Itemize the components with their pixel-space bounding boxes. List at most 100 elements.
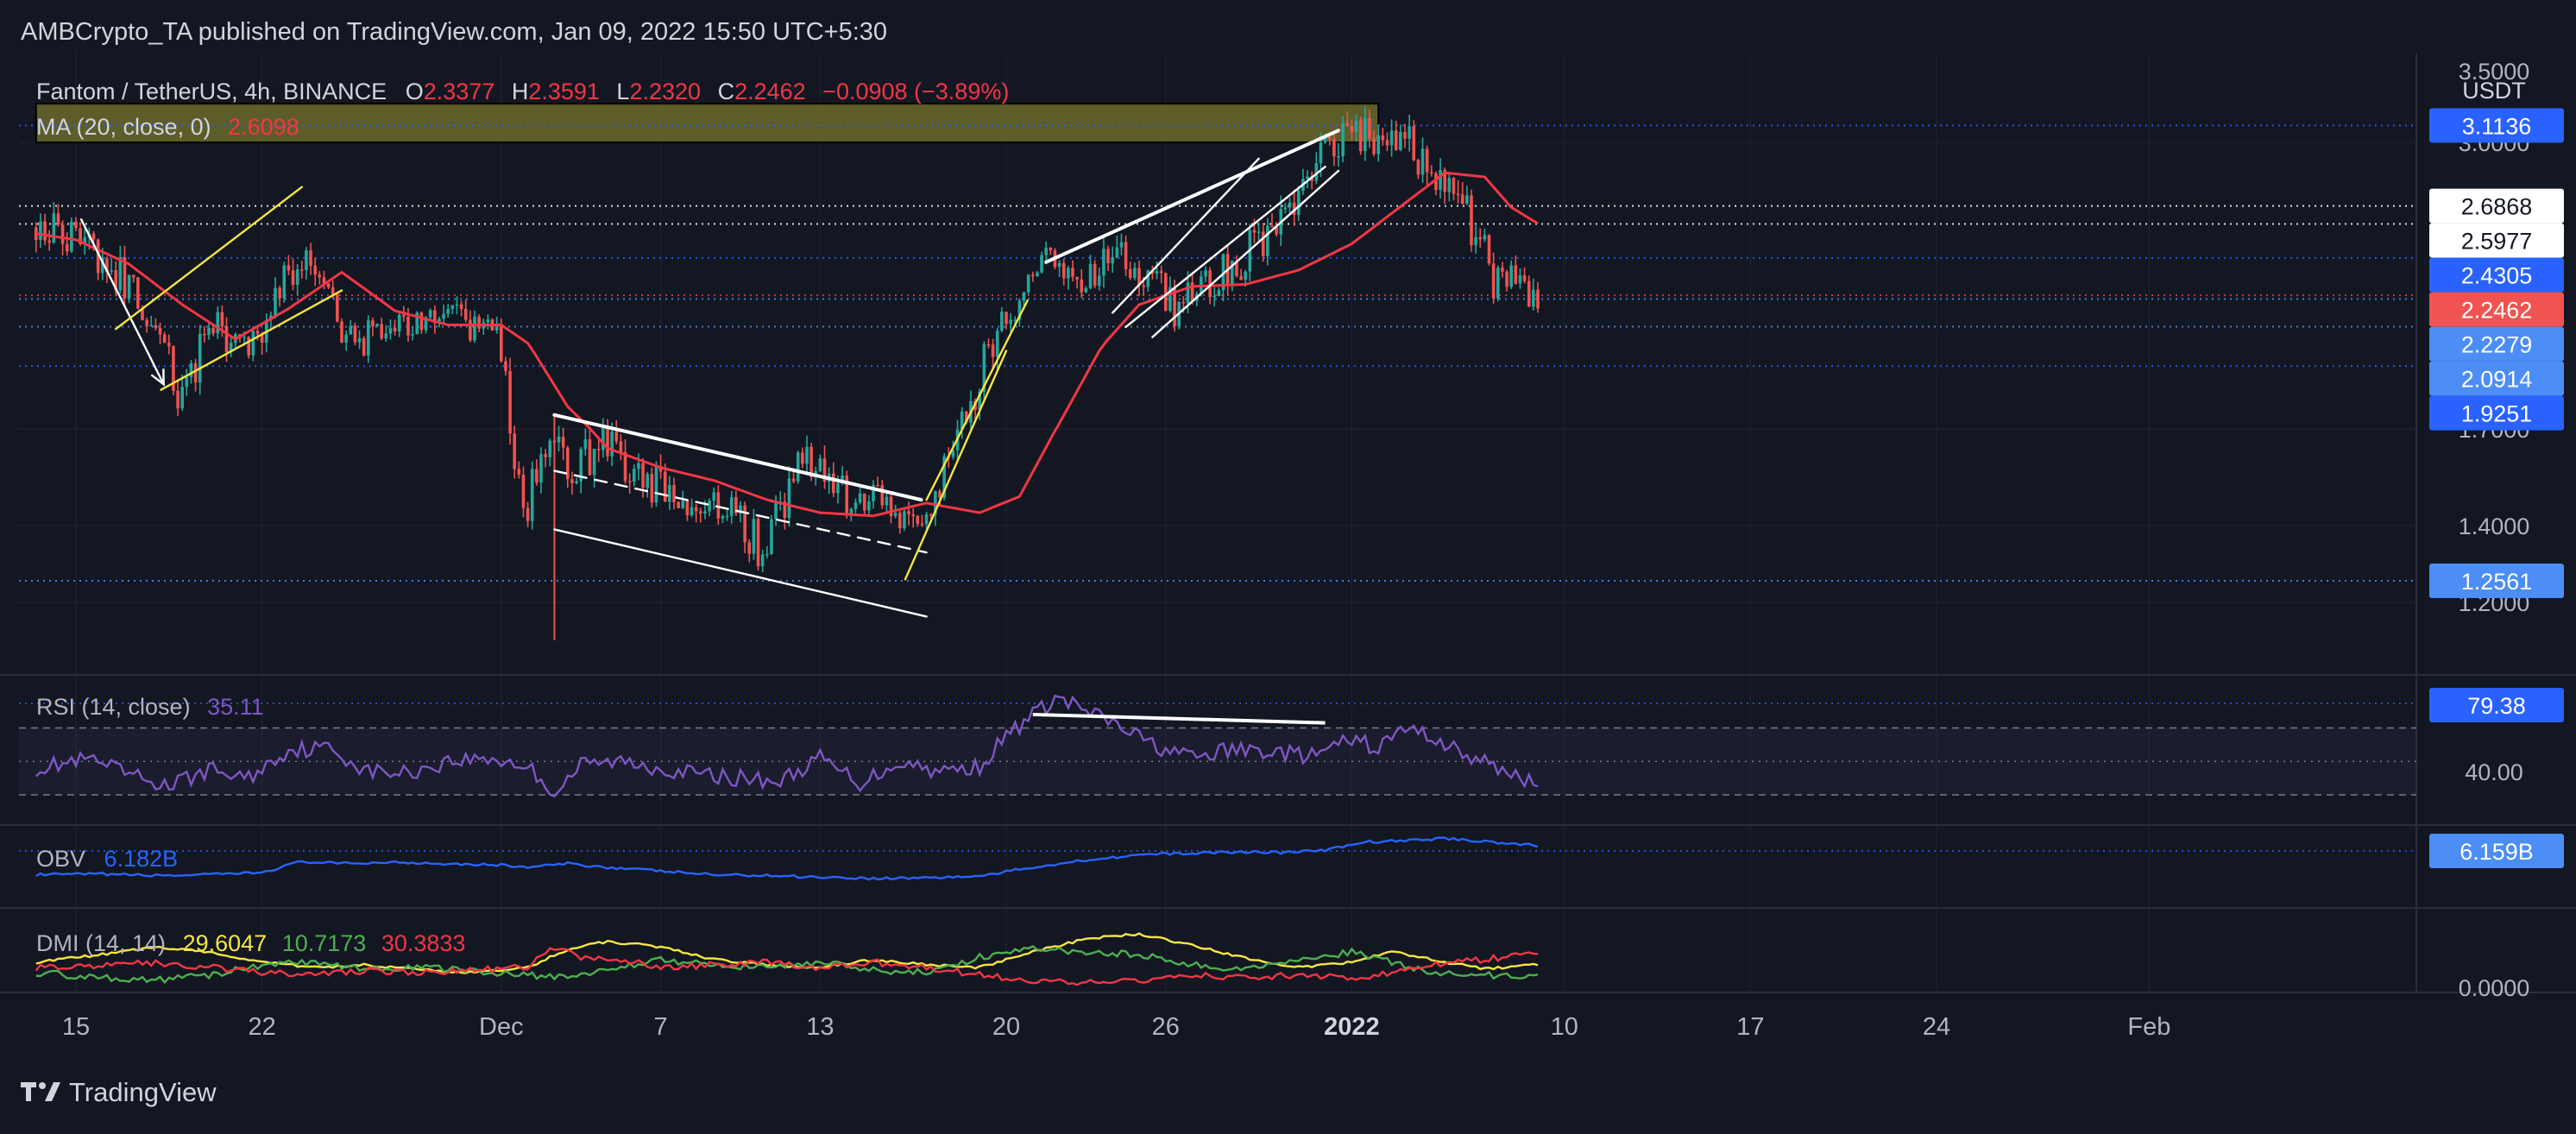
candle-body: [145, 319, 148, 326]
candle-body: [539, 454, 543, 483]
dmi-line-adx: [35, 932, 1539, 974]
candle-body: [1252, 230, 1257, 233]
candle-body: [1323, 137, 1327, 142]
candle-body: [1416, 160, 1420, 175]
candle-body: [938, 491, 942, 498]
price-badge-text-1.9251: 1.9251: [2461, 401, 2533, 427]
candle-body: [725, 515, 729, 518]
candle-body: [1235, 261, 1238, 276]
candle-body: [255, 331, 260, 334]
candle-body: [162, 334, 167, 343]
candle-body: [158, 328, 162, 335]
candle-body: [872, 484, 875, 501]
rsi-line: [35, 694, 1539, 798]
ohlc-low-label: L: [616, 79, 629, 104]
ascending-channel-lower: [160, 289, 343, 391]
candle-body: [1142, 285, 1145, 287]
candle-body: [1532, 289, 1535, 307]
candle-body: [1389, 130, 1394, 146]
candle-body: [1098, 275, 1101, 287]
candle-body: [295, 269, 299, 285]
candle-body: [1093, 263, 1097, 287]
ohlc-close: 2.2462: [734, 79, 806, 104]
candle-body: [548, 440, 552, 457]
annotations-layer: [79, 129, 1340, 618]
candle-body: [672, 485, 676, 502]
candle-body: [1155, 271, 1159, 274]
candle-body: [251, 331, 255, 356]
ascending-channel-upper: [114, 186, 303, 331]
candle-body: [570, 479, 574, 483]
candle-body: [1483, 235, 1487, 240]
candle-body: [415, 312, 419, 335]
candle-body: [747, 542, 752, 554]
candle-body: [1372, 138, 1376, 154]
candle-body: [978, 391, 981, 411]
candle-body: [1527, 280, 1531, 307]
candle-body: [876, 484, 879, 487]
candle-body: [406, 316, 410, 336]
candle-body: [1368, 117, 1371, 139]
candle-body: [211, 328, 215, 334]
candle-body: [242, 337, 246, 339]
candle-body: [796, 452, 800, 482]
candle-body: [770, 519, 773, 555]
candle-body: [853, 502, 858, 509]
rsi-legend-value: 35.11: [207, 694, 264, 720]
candle-body: [118, 256, 123, 291]
candle-body: [756, 519, 760, 567]
candle-body: [654, 465, 658, 503]
candle-body: [56, 213, 60, 225]
symbol-legend: Fantom / TetherUS, 4h, BINANCE O2.3377 H…: [36, 79, 1009, 104]
dmi-legend: DMI (14, 14) 29.6047 10.7173 30.3833: [36, 930, 465, 956]
candle-body: [614, 432, 619, 442]
time-tick-Feb: Feb: [2127, 1013, 2170, 1041]
candle-body: [579, 449, 583, 482]
price-badge-2.5977: [2429, 223, 2564, 258]
candle-body: [1212, 295, 1217, 298]
tradingview-logo[interactable]: TradingView: [21, 1077, 217, 1107]
rsi-tick: 40.00: [2465, 759, 2523, 785]
candle-body: [1447, 178, 1452, 192]
candle-body: [419, 312, 424, 331]
candle-body: [942, 456, 946, 498]
candle-body: [1146, 270, 1150, 287]
candle-body: [384, 333, 388, 339]
candle-body: [836, 482, 840, 494]
candle-body: [862, 493, 866, 511]
candle-body: [52, 213, 56, 243]
candle-body: [787, 478, 791, 519]
ma-legend: MA (20, close, 0) 2.6098: [36, 114, 299, 140]
dmi-legend-minus-di: 30.3833: [381, 930, 466, 956]
price-badge-text-2.0914: 2.0914: [2461, 367, 2533, 393]
candle-body: [1022, 292, 1026, 301]
price-badge-text-2.2279: 2.2279: [2461, 332, 2533, 358]
candle-body: [721, 516, 725, 519]
publisher-text: AMBCrypto_TA published on TradingView.co…: [21, 18, 887, 46]
candle-body: [380, 324, 383, 339]
candle-body: [1425, 148, 1429, 173]
candle-body: [1244, 271, 1247, 280]
candle-body: [313, 265, 317, 275]
candle-body: [1501, 268, 1504, 272]
candle-body: [1381, 135, 1385, 141]
decline-arrow: [79, 218, 165, 386]
candle-body: [322, 277, 326, 284]
candle-body: [521, 475, 526, 508]
candle-body: [1204, 270, 1207, 277]
ohlc-open: 2.3377: [424, 79, 495, 104]
candle-body: [326, 283, 331, 287]
candle-body: [424, 317, 428, 331]
candle-body: [911, 514, 915, 516]
price-unit-label: USDT: [2462, 78, 2526, 104]
candle-body: [708, 501, 711, 512]
candle-body: [681, 500, 685, 508]
candle-body: [1067, 268, 1070, 279]
candle-body: [535, 469, 539, 483]
candle-body: [818, 458, 822, 471]
ma-line: [35, 171, 1539, 518]
candle-body: [1190, 282, 1194, 301]
price-badge-text-3.1136: 3.1136: [2462, 113, 2532, 139]
pane-separators: [0, 54, 2576, 993]
